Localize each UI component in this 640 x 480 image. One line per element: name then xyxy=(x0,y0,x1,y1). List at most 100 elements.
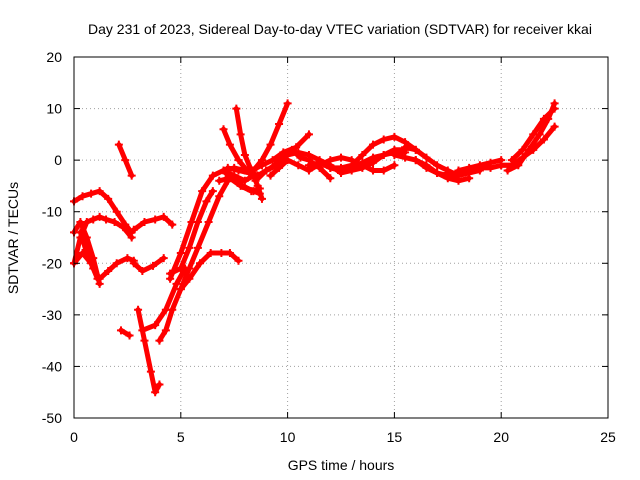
data-point xyxy=(114,140,123,149)
data-point xyxy=(292,143,301,152)
data-point xyxy=(379,166,388,175)
data-point xyxy=(238,181,247,190)
series-arc-08 xyxy=(129,254,168,276)
data-point xyxy=(215,176,224,185)
data-point xyxy=(204,218,213,227)
data-point xyxy=(221,169,230,178)
data-point xyxy=(304,150,313,159)
data-point xyxy=(140,336,149,345)
data-point xyxy=(78,192,87,201)
data-point xyxy=(146,367,155,376)
data-point xyxy=(185,264,194,273)
data-point xyxy=(401,143,410,152)
x-axis-label: GPS time / hours xyxy=(288,457,395,473)
data-point xyxy=(304,161,313,170)
data-point xyxy=(125,331,134,340)
data-point xyxy=(550,104,559,113)
data-point xyxy=(138,326,147,335)
data-point xyxy=(206,248,215,257)
y-tick-label: 20 xyxy=(46,49,62,65)
data-point xyxy=(104,194,113,203)
data-point xyxy=(127,171,136,180)
data-point xyxy=(236,130,245,139)
data-point xyxy=(87,259,96,268)
data-point xyxy=(294,148,303,157)
data-point xyxy=(208,171,217,180)
data-point xyxy=(539,114,548,123)
data-point xyxy=(202,197,211,206)
y-tick-label: -40 xyxy=(42,358,62,374)
data-point xyxy=(275,120,284,129)
data-point xyxy=(283,156,292,165)
data-point xyxy=(294,161,303,170)
data-point xyxy=(315,161,324,170)
data-point xyxy=(76,218,85,227)
data-point xyxy=(234,166,243,175)
data-point xyxy=(503,166,512,175)
series-arc-38 xyxy=(507,104,559,165)
series-arc-29 xyxy=(326,132,420,172)
data-point xyxy=(249,166,258,175)
series-arc-20 xyxy=(232,104,266,203)
data-point xyxy=(283,99,292,108)
data-point xyxy=(223,163,232,172)
data-point xyxy=(78,248,87,257)
data-point xyxy=(151,215,160,224)
y-tick-label: -10 xyxy=(42,204,62,220)
data-point xyxy=(217,248,226,257)
data-point xyxy=(326,156,335,165)
data-point xyxy=(110,218,119,227)
data-point xyxy=(422,153,431,162)
data-point xyxy=(119,223,128,232)
data-point xyxy=(369,166,378,175)
x-tick-label: 10 xyxy=(280,429,296,445)
data-point xyxy=(240,150,249,159)
data-point xyxy=(166,274,175,283)
data-point xyxy=(358,150,367,159)
series-arc-30 xyxy=(337,145,410,178)
data-point xyxy=(390,132,399,141)
data-point xyxy=(140,218,149,227)
grid xyxy=(74,57,608,418)
data-point xyxy=(240,176,249,185)
chart-title: Day 231 of 2023, Sidereal Day-to-day VTE… xyxy=(88,21,592,37)
series-arc-06 xyxy=(114,140,136,180)
data-point xyxy=(89,215,98,224)
data-point xyxy=(155,336,164,345)
data-point xyxy=(129,225,138,234)
data-point xyxy=(401,153,410,162)
data-point xyxy=(369,140,378,149)
data-point xyxy=(134,305,143,314)
data-point xyxy=(326,163,335,172)
data-point xyxy=(151,388,160,397)
data-point xyxy=(518,145,527,154)
data-point xyxy=(176,248,185,257)
data-point xyxy=(168,220,177,229)
data-point xyxy=(268,156,277,165)
data-point xyxy=(198,187,207,196)
data-point xyxy=(176,285,185,294)
data-point xyxy=(433,161,442,170)
data-point xyxy=(127,233,136,242)
data-point xyxy=(411,156,420,165)
data-point xyxy=(454,166,463,175)
x-tick-label: 25 xyxy=(600,429,616,445)
data-point xyxy=(422,161,431,170)
data-point xyxy=(138,267,147,276)
data-point xyxy=(379,135,388,144)
data-point xyxy=(112,207,121,216)
y-tick-label: 10 xyxy=(46,101,62,117)
data-point xyxy=(266,140,275,149)
data-point xyxy=(266,171,275,180)
data-point xyxy=(497,161,506,170)
data-point xyxy=(507,156,516,165)
series-arc-35 xyxy=(454,156,506,175)
data-point xyxy=(225,140,234,149)
y-tick-label: -50 xyxy=(42,410,62,426)
data-point xyxy=(232,104,241,113)
data-point xyxy=(230,174,239,183)
y-tick-label: 0 xyxy=(54,152,62,168)
data-point xyxy=(176,264,185,273)
y-axis-label: SDTVAR / TECUs xyxy=(5,182,21,294)
